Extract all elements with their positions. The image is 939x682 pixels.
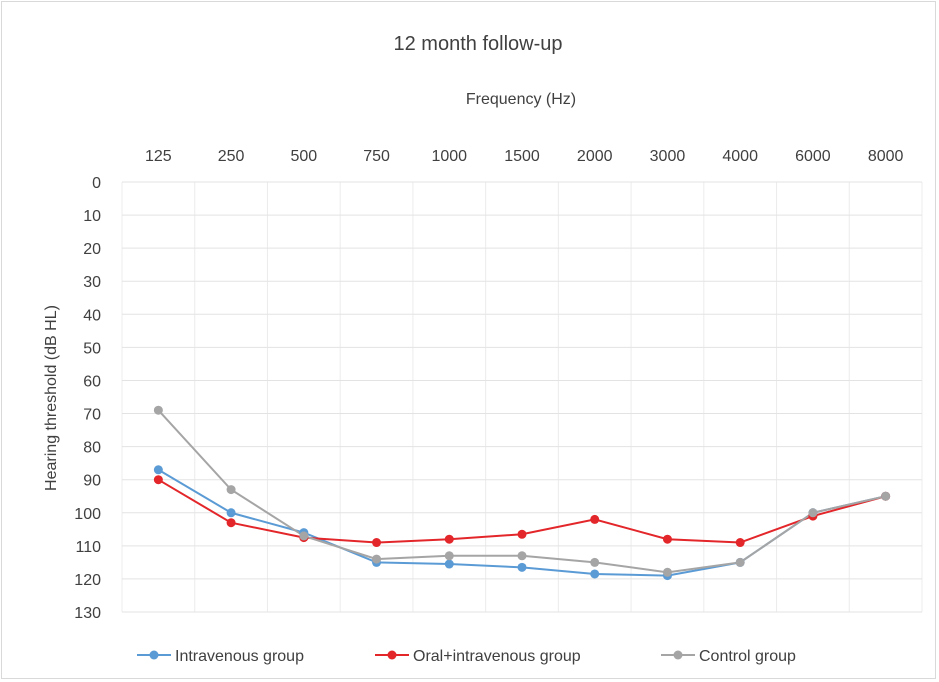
data-point: [517, 551, 527, 561]
x-tick-label: 1000: [431, 148, 467, 165]
y-tick-label: 30: [83, 274, 101, 291]
y-tick-label: 70: [83, 407, 101, 424]
data-point: [517, 529, 527, 539]
y-tick-label: 100: [74, 506, 101, 523]
data-point: [153, 465, 163, 475]
x-tick-label: 4000: [722, 148, 758, 165]
data-point: [153, 405, 163, 415]
legend-label: Intravenous group: [175, 648, 304, 665]
y-tick-label: 20: [83, 241, 101, 258]
y-tick-labels: 0 10 20 30 40 50 60 70 80 90 100 110 120 130: [74, 175, 101, 622]
chart-title: 12 month follow-up: [394, 33, 563, 55]
series-points: [153, 405, 891, 581]
data-point: [735, 538, 745, 548]
y-tick-label: 0: [92, 175, 101, 192]
x-tick-label: 3000: [650, 148, 686, 165]
y-tick-label: 110: [75, 539, 101, 556]
y-tick-label: 90: [83, 473, 101, 490]
data-point: [444, 559, 454, 569]
y-tick-label: 130: [74, 605, 101, 622]
data-point: [517, 562, 527, 572]
legend-label: Control group: [699, 648, 796, 665]
legend-label: Oral+intravenous group: [413, 648, 581, 665]
x-tick-label: 6000: [795, 148, 831, 165]
grid-lines: [121, 181, 923, 613]
legend: Intravenous group Oral+intravenous group C…: [137, 648, 796, 665]
data-point: [662, 567, 672, 577]
data-point: [735, 557, 745, 567]
x-tick-label: 125: [145, 148, 172, 165]
data-point: [590, 569, 600, 579]
data-point: [226, 508, 236, 518]
y-tick-label: 60: [83, 373, 101, 390]
x-tick-labels: 125 250 500 750 1000 1500 2000 3000 4000 6000 8000: [145, 148, 904, 165]
legend-swatch-marker: [673, 650, 683, 660]
x-tick-label: 2000: [577, 148, 613, 165]
x-tick-label: 8000: [868, 148, 904, 165]
data-point: [153, 475, 163, 485]
data-point: [444, 551, 454, 561]
legend-swatch-marker: [387, 650, 397, 660]
data-point: [444, 534, 454, 544]
y-tick-label: 80: [83, 440, 101, 457]
x-tick-label: 250: [218, 148, 245, 165]
data-point: [372, 554, 382, 564]
x-tick-label: 750: [363, 148, 390, 165]
x-tick-label: 1500: [504, 148, 540, 165]
y-tick-label: 120: [74, 572, 101, 589]
legend-swatch-marker: [149, 650, 159, 660]
x-axis-title: Frequency (Hz): [466, 91, 576, 108]
data-point: [372, 538, 382, 548]
data-point: [226, 518, 236, 528]
y-tick-label: 40: [83, 307, 101, 324]
data-point: [590, 514, 600, 524]
y-tick-label: 10: [83, 208, 101, 225]
data-point: [299, 531, 309, 541]
data-point: [662, 534, 672, 544]
y-tick-label: 50: [83, 340, 101, 357]
x-tick-label: 500: [290, 148, 317, 165]
data-point: [226, 485, 236, 495]
data-point: [808, 508, 818, 518]
data-point: [590, 557, 600, 567]
data-point: [881, 491, 891, 501]
y-axis-title: Hearing threshold (dB HL): [43, 305, 60, 491]
